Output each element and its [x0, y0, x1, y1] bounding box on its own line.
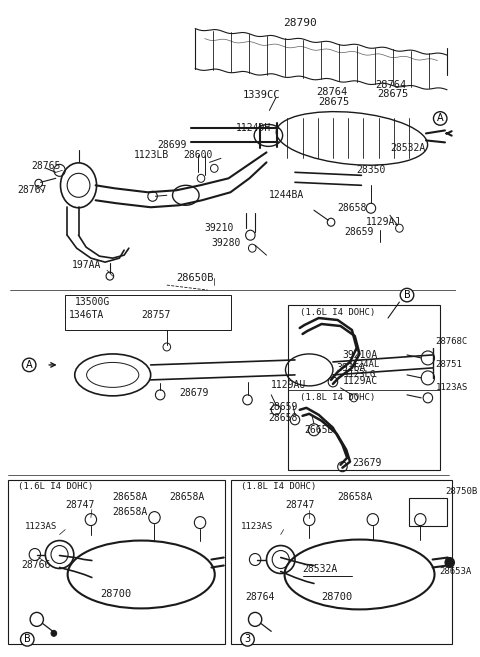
Text: 197AA: 197AA	[72, 260, 101, 270]
Text: 28747: 28747	[286, 499, 315, 510]
Text: 28767: 28767	[18, 185, 47, 195]
Text: 28659: 28659	[268, 402, 298, 412]
Text: 28532A: 28532A	[302, 564, 338, 574]
Text: B: B	[24, 635, 31, 645]
Text: 1346TA: 1346TA	[69, 310, 104, 320]
Text: 28764: 28764	[246, 593, 275, 602]
Text: 28766: 28766	[22, 560, 51, 570]
Text: 28675: 28675	[318, 97, 349, 108]
Text: 1123AS: 1123AS	[435, 384, 468, 392]
Text: 1244BA: 1244BA	[268, 191, 304, 200]
Text: 28658A: 28658A	[113, 507, 148, 516]
Text: 28600: 28600	[183, 150, 212, 160]
Text: (1.6L I4 DOHC): (1.6L I4 DOHC)	[300, 307, 375, 317]
Text: 3: 3	[244, 635, 251, 645]
Text: 39210A: 39210A	[342, 350, 378, 360]
Bar	[409, 497, 447, 526]
Text: 1129AJ: 1129AJ	[366, 217, 401, 227]
Text: 28679: 28679	[179, 388, 208, 398]
Circle shape	[51, 630, 57, 637]
Bar	[65, 295, 231, 330]
Text: A: A	[437, 114, 444, 124]
Text: 28658A: 28658A	[169, 491, 205, 502]
Text: 2665B: 2665B	[304, 425, 334, 435]
Text: 1129AU: 1129AU	[271, 380, 307, 390]
Text: A: A	[26, 360, 33, 370]
Text: 1129AC: 1129AC	[342, 376, 378, 386]
Text: 28751: 28751	[435, 361, 462, 369]
Text: B: B	[404, 290, 410, 300]
Text: 28700: 28700	[100, 589, 132, 599]
Text: 23679: 23679	[352, 458, 381, 468]
Text: 1123AS: 1123AS	[241, 522, 273, 531]
Text: (1.6L I4 DOHC): (1.6L I4 DOHC)	[18, 482, 93, 491]
Text: 39280: 39280	[211, 238, 241, 248]
Circle shape	[445, 558, 455, 568]
Text: (1.8L I4 DOHC): (1.8L I4 DOHC)	[300, 394, 375, 402]
Text: 28350: 28350	[357, 166, 386, 175]
Text: 28532A: 28532A	[390, 143, 425, 153]
Text: 28658: 28658	[268, 413, 298, 423]
Text: 1123LB: 1123LB	[133, 150, 169, 160]
Text: 28757: 28757	[141, 310, 170, 320]
Text: 28768C: 28768C	[435, 338, 468, 346]
Text: 28653A: 28653A	[439, 567, 471, 576]
Text: 13500G: 13500G	[75, 297, 110, 307]
Text: 1124DH: 1124DH	[236, 124, 271, 133]
Text: 28790: 28790	[284, 18, 317, 28]
Text: 1123LG: 1123LG	[344, 371, 377, 379]
Text: 28699: 28699	[157, 141, 187, 150]
Bar	[231, 480, 452, 645]
Text: 28650B: 28650B	[176, 273, 214, 283]
Bar	[8, 480, 225, 645]
Bar	[288, 305, 440, 470]
Text: 1124AL: 1124AL	[348, 361, 380, 369]
Text: (1.8L I4 DOHC): (1.8L I4 DOHC)	[241, 482, 316, 491]
Text: 28764: 28764	[316, 87, 347, 97]
Text: 28658: 28658	[338, 203, 367, 214]
Text: 28659: 28659	[344, 227, 374, 237]
Text: 28658A: 28658A	[113, 491, 148, 502]
Text: 39210: 39210	[205, 223, 234, 233]
Text: 28675: 28675	[378, 89, 409, 99]
Text: 28764: 28764	[376, 79, 407, 89]
Text: 28700: 28700	[322, 593, 353, 602]
Text: 28765: 28765	[31, 162, 60, 171]
Text: 3926A: 3926A	[337, 363, 366, 373]
Text: 28658A: 28658A	[338, 491, 373, 502]
Text: 1123AS: 1123AS	[24, 522, 57, 531]
Text: 1339CC: 1339CC	[243, 91, 280, 101]
Text: 28750B: 28750B	[445, 487, 477, 496]
Text: 28747: 28747	[65, 499, 95, 510]
